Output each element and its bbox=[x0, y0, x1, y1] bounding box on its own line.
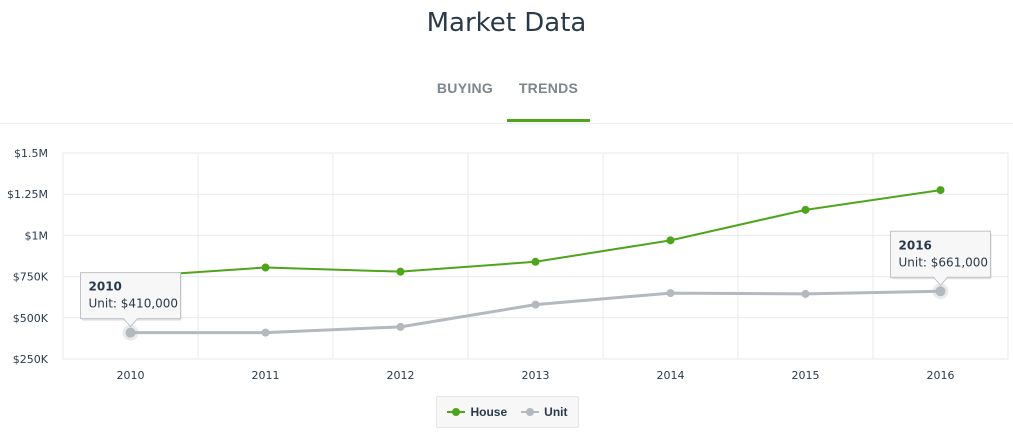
legend-house-swatch-icon bbox=[447, 407, 466, 417]
active-tab-indicator bbox=[507, 119, 590, 122]
tooltip-title: 2010 bbox=[89, 280, 122, 294]
tab-trends[interactable]: TRENDS bbox=[518, 80, 579, 96]
data-point-unit bbox=[261, 328, 270, 337]
line-chart: $250K $500K $750K $1M $1.25M $1.5M 2010 2011 201… bbox=[7, 147, 1009, 382]
y-tick-label: $1M bbox=[25, 229, 49, 242]
series-line-unit bbox=[130, 289, 941, 335]
y-tick-label: $750K bbox=[13, 271, 49, 284]
data-point-house bbox=[936, 186, 945, 195]
tooltip-title: 2016 bbox=[899, 238, 932, 252]
data-point-house bbox=[396, 267, 405, 276]
data-point-house bbox=[801, 205, 810, 214]
page-title: Market Data bbox=[426, 8, 587, 38]
x-tick-label: 2016 bbox=[927, 369, 955, 382]
x-tick-label: 2014 bbox=[657, 369, 685, 382]
legend-unit-swatch-icon bbox=[521, 407, 540, 417]
x-tick-label: 2010 bbox=[117, 369, 145, 382]
x-tick-label: 2011 bbox=[252, 369, 280, 382]
data-point-unit bbox=[666, 289, 675, 298]
legend-unit-label: Unit bbox=[544, 405, 568, 419]
tooltip-body bbox=[890, 230, 991, 287]
data-point-unit bbox=[396, 322, 405, 331]
data-point-house bbox=[261, 263, 270, 272]
x-tick-label: 2015 bbox=[792, 369, 820, 382]
data-point-unit bbox=[801, 289, 810, 298]
legend-item-unit[interactable]: Unit bbox=[521, 405, 568, 419]
tab-bar: BUYING TRENDS bbox=[0, 72, 1013, 124]
tooltip: 2016 Unit: $661,000 bbox=[890, 230, 992, 287]
y-tick-label: $1.25M bbox=[7, 188, 48, 201]
tooltip: 2010 Unit: $410,000 bbox=[80, 272, 182, 328]
data-point-unit bbox=[531, 300, 540, 309]
y-tick-label: $250K bbox=[13, 353, 49, 366]
tooltip-value: Unit: $661,000 bbox=[899, 255, 989, 269]
tooltip-body bbox=[80, 272, 181, 328]
x-tick-label: 2013 bbox=[522, 369, 550, 382]
legend-house-label: House bbox=[470, 405, 508, 419]
data-point-house bbox=[666, 236, 675, 245]
tooltip-value: Unit: $410,000 bbox=[89, 297, 179, 311]
data-point-unit bbox=[125, 327, 136, 338]
x-tick-label: 2012 bbox=[387, 369, 415, 382]
data-point-unit bbox=[935, 286, 946, 297]
y-tick-label: $500K bbox=[13, 312, 49, 325]
tab-buying[interactable]: BUYING bbox=[436, 80, 494, 96]
chart-legend: House Unit bbox=[436, 396, 579, 428]
legend-item-house[interactable]: House bbox=[447, 405, 507, 419]
y-tick-label: $1.5M bbox=[14, 147, 48, 160]
data-point-house bbox=[531, 257, 540, 266]
